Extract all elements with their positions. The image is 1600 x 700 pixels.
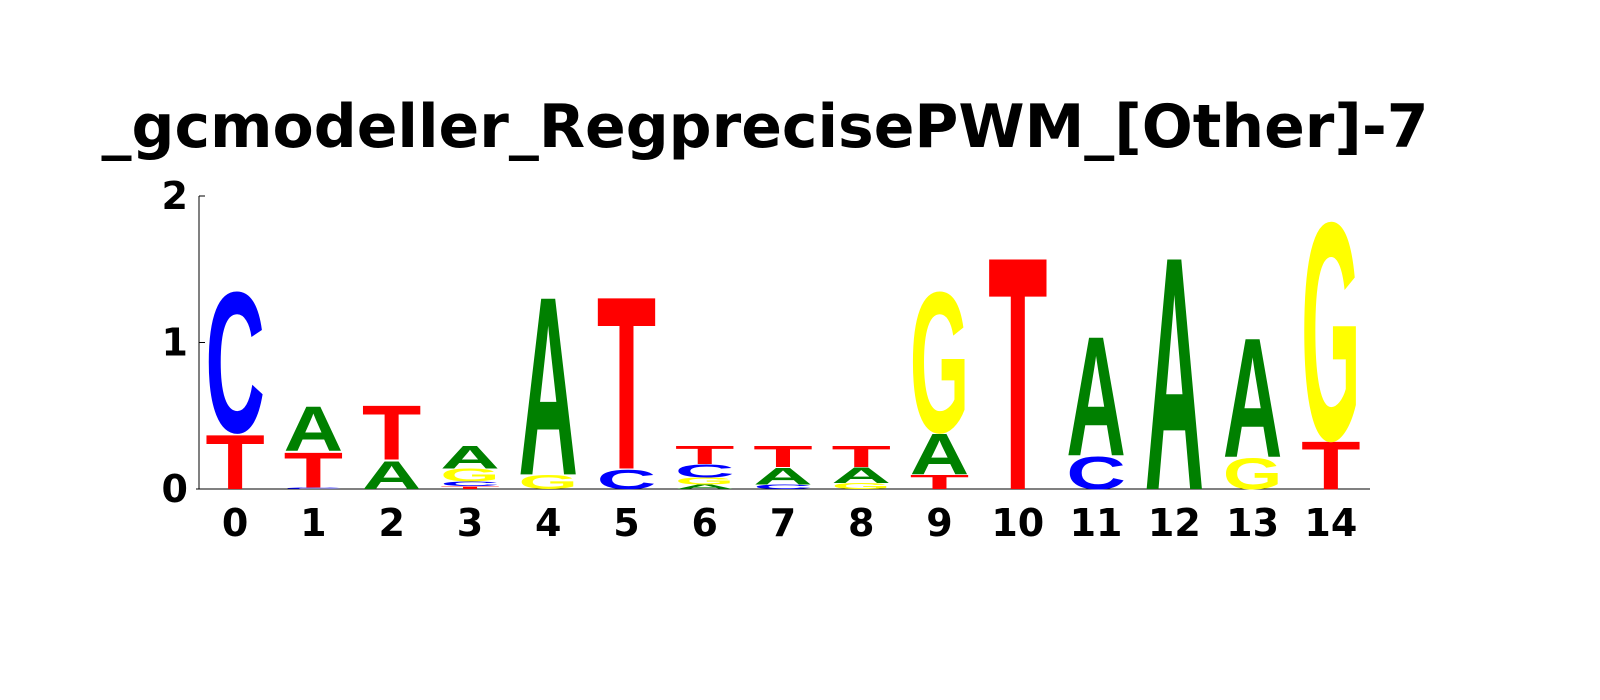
x-tick-label: 3 [457,501,483,545]
logo-letter: T [753,440,812,474]
x-tick-label: 2 [378,501,404,545]
x-tick-label: 5 [613,501,639,545]
y-tick-label: 2 [162,174,188,218]
logo-letter: G [675,476,734,487]
logo-letter: A [675,484,734,491]
logo-letter: A [518,245,577,529]
logo-letter: A [284,393,343,465]
logo-letter: T [910,471,969,493]
x-tick-label: 11 [1070,501,1123,545]
x-tick-label: 4 [535,501,561,545]
chart-title: _gcmodeller_RegprecisePWM_[Other]-7 [102,92,1429,162]
logo-letter: A [832,463,891,488]
logo-letter: T [1301,428,1360,505]
logo-letter: T [205,419,264,506]
logo-letter: A [1145,188,1204,561]
logo-letter: A [910,422,969,487]
logo-letter: C [205,250,264,475]
logo-letter: T [988,188,1047,561]
logo-letter: G [910,250,969,475]
logo-letter: T [675,441,734,470]
logo-letter: C [675,461,734,481]
x-tick-label: 12 [1148,501,1201,545]
x-tick-label: 13 [1226,501,1279,545]
logo-letter: A [1223,302,1282,494]
x-tick-label: 7 [770,501,796,545]
logo-letter: G [832,482,891,491]
logo-letter: C [1066,447,1125,499]
y-tick-label: 1 [162,321,188,365]
logo-letter: A [753,463,812,490]
logo-letter: G [1301,159,1360,506]
x-tick-label: 14 [1304,501,1357,545]
x-tick-label: 1 [300,501,326,545]
logo-letter: G [518,471,577,493]
logo-letter: T [440,485,499,489]
x-tick-label: 6 [692,501,718,545]
logo-letter: G [440,466,499,486]
x-tick-label: 0 [222,501,248,545]
logo-letter: A [1066,300,1125,492]
y-tick-label: 0 [162,467,188,511]
x-tick-label: 10 [991,501,1044,545]
logo-letter: T [597,244,656,521]
x-tick-label: 8 [848,501,874,545]
logo-letter: A [440,439,499,475]
logo-letter: T [362,390,421,477]
logo-letter: T [284,442,343,499]
logo-letter: C [284,487,343,489]
logo-letter: G [1223,450,1282,499]
logo-letter: C [753,484,812,491]
logo-letter: C [597,464,656,495]
logo-letter: A [362,453,421,498]
x-tick-label: 9 [926,501,952,545]
logo-letter: T [832,440,891,474]
logo-letter: C [440,481,499,488]
